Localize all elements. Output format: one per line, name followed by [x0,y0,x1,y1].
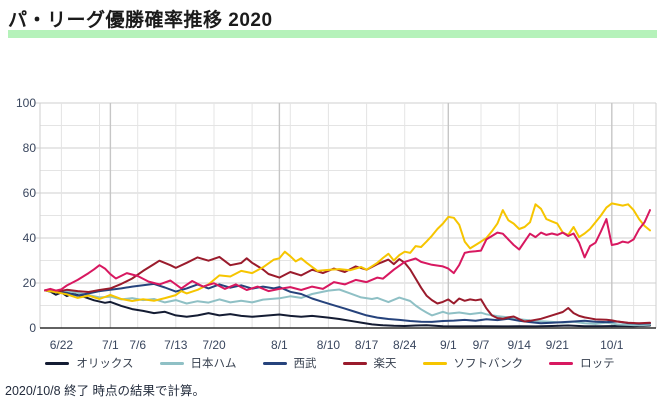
rakuten-line-swatch [342,361,367,365]
legend-label: 日本ハム [190,358,237,370]
x-tick-label: 7/6 [129,338,146,352]
x-tick-label: 8/1 [271,338,288,352]
x-tick-label: 9/14 [508,338,532,352]
seibu-line-swatch [262,361,287,365]
y-tick-label: 100 [16,96,36,110]
y-tick-label: 60 [23,186,37,200]
x-tick-label: 9/21 [546,338,570,352]
legend-label: 楽天 [373,358,397,370]
y-tick-label: 20 [23,276,37,290]
series-line-rakuten [44,255,651,325]
legend-item-rakuten: 楽天 [342,355,397,371]
legend-item-orix: オリックス [45,355,134,371]
y-tick-label: 80 [23,141,37,155]
legend-item-seibu: 西武 [262,355,317,371]
legend-label: 西武 [293,358,317,370]
x-tick-label: 8/24 [393,338,417,352]
series-line-orix [44,289,651,328]
nipponham-line-swatch [159,361,184,365]
softbank-line-swatch [422,361,447,365]
legend-item-softbank: ソフトバンク [422,355,524,371]
x-tick-label: 7/13 [164,338,188,352]
page-header: パ・リーグ優勝確率推移 2020 [8,7,657,39]
x-tick-label: 9/7 [473,338,490,352]
legend-item-nipponham: 日本ハム [159,355,237,371]
x-tick-label: 8/17 [355,338,379,352]
legend-item-lotte: ロッテ [549,355,615,371]
lotte-line-swatch [549,361,574,365]
y-tick-label: 0 [29,321,36,335]
series-line-softbank [44,202,651,302]
x-tick-label: 9/1 [440,338,457,352]
chart-legend: オリックス 日本ハム 西武 楽天 ソフトバンク ロッテ [0,355,660,371]
legend-label: オリックス [76,358,134,370]
legend-label: ロッテ [580,358,615,370]
footnote: 2020/10/8 終了 時点の結果で計算。 [5,384,206,398]
x-tick-label: 10/1 [600,338,624,352]
page-title: パ・リーグ優勝確率推移 2020 [8,10,273,31]
x-tick-label: 8/10 [317,338,341,352]
series-line-lotte [44,209,651,293]
x-tick-label: 7/1 [102,338,119,352]
orix-line-swatch [45,361,70,365]
title-highlight-bar [8,30,657,38]
legend-label: ソフトバンク [453,358,524,370]
series-line-seibu [44,282,651,325]
x-tick-label: 6/22 [50,338,74,352]
y-tick-label: 40 [23,231,37,245]
x-tick-label: 7/20 [202,338,226,352]
